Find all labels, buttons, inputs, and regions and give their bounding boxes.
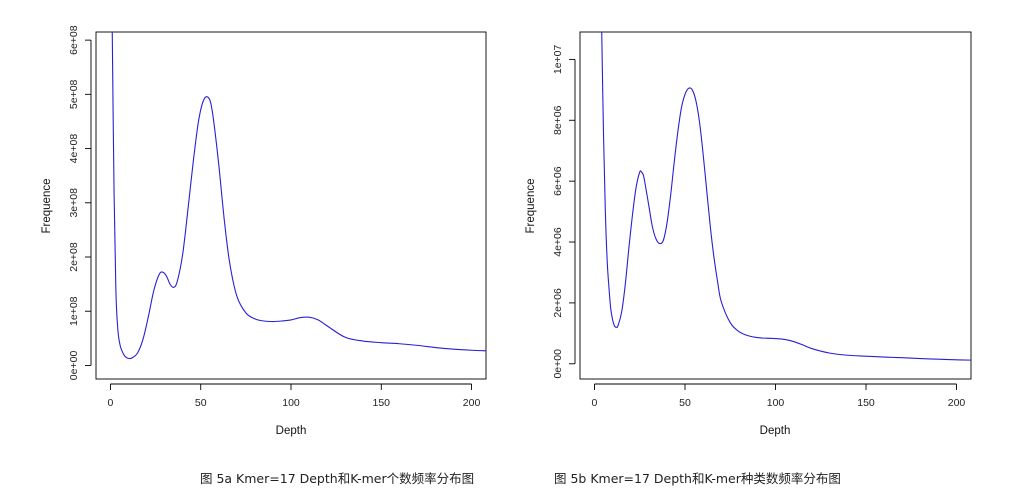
- chart-5b-series: [601, 32, 971, 361]
- chart-5b-y-tick-label: 6e+06: [552, 166, 564, 196]
- chart-5b-y-tick-label: 8e+06: [552, 105, 564, 135]
- chart-5b-x-axis: 0 50 100 150 200: [592, 383, 966, 409]
- chart-5b-caption: 图 5b Kmer=17 Depth和K-mer种类数频率分布图: [554, 471, 841, 486]
- chart-5a: 0 50 100 150 200 0e+00 1e+08 2e+08 3e+08 4e+08 5e…: [41, 25, 487, 437]
- chart-5a-y-tick-label: 1e+08: [68, 296, 80, 326]
- chart-5a-x-axis: 0 50 100 150 200: [108, 383, 481, 409]
- chart-5b-x-tick-label: 150: [857, 397, 875, 409]
- chart-5b-x-tick-label: 50: [679, 397, 691, 409]
- chart-5b-series-line-0: [601, 32, 971, 361]
- chart-5b-x-tick-label: 200: [948, 397, 966, 409]
- chart-5b: 0 50 100 150 200 0e+00 2e+06 4e+06 6e+06 8e+06 1e…: [525, 31, 972, 437]
- chart-5b-y-axis: 0e+00 2e+06 4e+06 6e+06 8e+06 1e+07: [552, 44, 576, 379]
- chart-5a-y-tick-label: 0e+00: [68, 351, 80, 381]
- chart-5b-plot-frame: [579, 31, 972, 380]
- chart-5a-y-axis-title: Frequence: [41, 179, 53, 234]
- chart-5a-y-tick-label: 4e+08: [68, 134, 80, 164]
- chart-5b-x-tick-label: 0: [592, 397, 598, 409]
- chart-5a-series-line-0: [111, 32, 486, 360]
- chart-5a-series: [111, 32, 486, 360]
- chart-5a-x-tick-label: 0: [108, 397, 114, 409]
- chart-5b-y-tick-label: 1e+07: [552, 44, 564, 74]
- chart-5a-y-tick-label: 6e+08: [68, 25, 80, 55]
- chart-5b-y-tick-label: 4e+06: [552, 227, 564, 257]
- chart-5b-y-tick-label: 2e+06: [552, 288, 564, 318]
- chart-5b-y-tick-label: 0e+00: [552, 349, 564, 379]
- chart-5a-x-axis-title: Depth: [276, 425, 307, 437]
- chart-5a-y-axis: 0e+00 1e+08 2e+08 3e+08 4e+08 5e+08 6e+08: [68, 25, 92, 381]
- chart-5b-x-axis-title: Depth: [760, 425, 791, 437]
- chart-5a-y-tick-label: 3e+08: [68, 188, 80, 218]
- chart-5a-caption: 图 5a Kmer=17 Depth和K-mer个数频率分布图: [200, 471, 475, 486]
- chart-5b-x-tick-label: 100: [767, 397, 785, 409]
- chart-5b-y-axis-title: Frequence: [525, 179, 537, 234]
- chart-5a-x-tick-label: 100: [282, 397, 300, 409]
- chart-5a-x-tick-label: 200: [463, 397, 481, 409]
- chart-5a-plot-frame: [95, 31, 487, 380]
- chart-5a-y-tick-label: 5e+08: [68, 79, 80, 109]
- chart-5a-y-tick-label: 2e+08: [68, 242, 80, 272]
- chart-5a-x-tick-label: 50: [195, 397, 207, 409]
- chart-5a-x-tick-label: 150: [373, 397, 391, 409]
